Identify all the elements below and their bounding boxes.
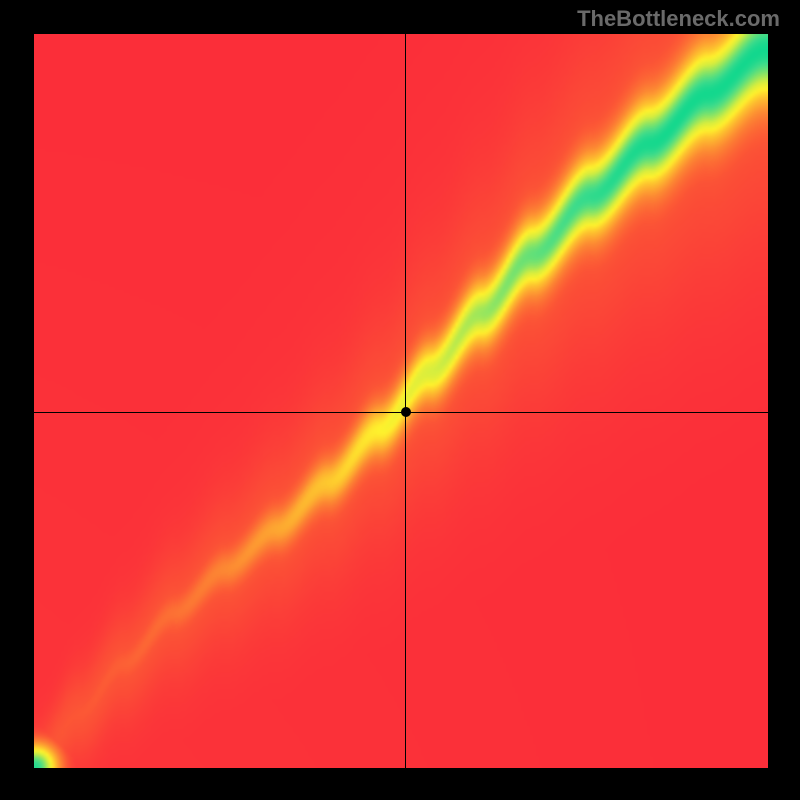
watermark: TheBottleneck.com xyxy=(577,6,780,32)
heatmap-canvas xyxy=(34,34,768,768)
plot-frame xyxy=(34,34,768,768)
crosshair-vertical xyxy=(405,34,406,768)
crosshair-marker xyxy=(401,407,411,417)
